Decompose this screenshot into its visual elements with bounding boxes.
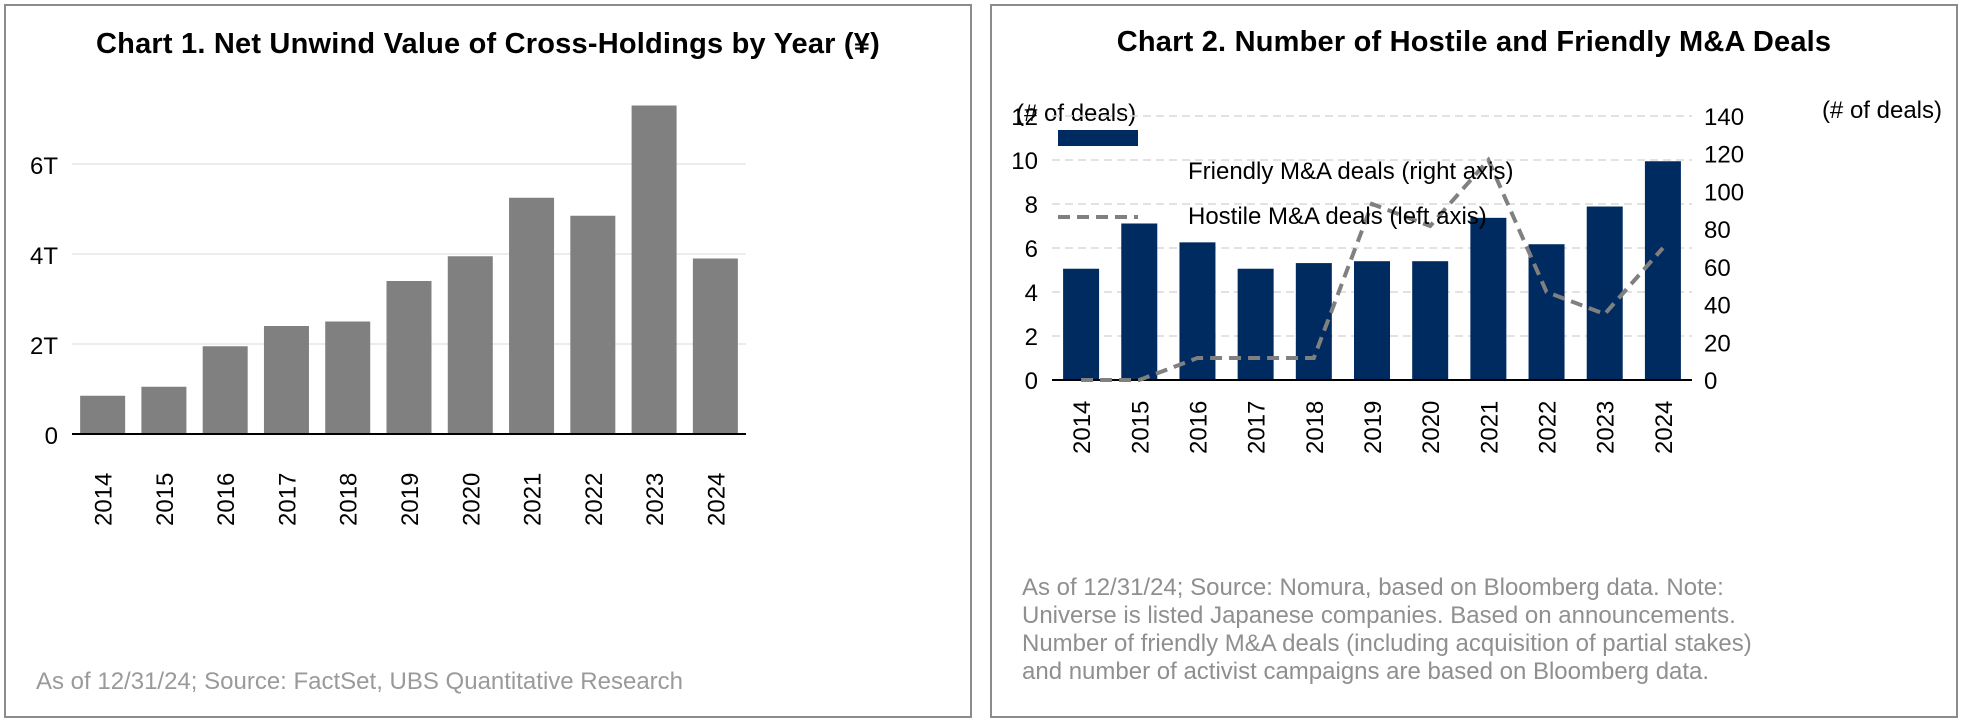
x-tick-label: 2017 — [274, 473, 301, 526]
bar — [1470, 217, 1507, 380]
left-y-tick-label: 0 — [1025, 368, 1038, 395]
x-tick-label: 2022 — [581, 473, 608, 526]
bar — [447, 256, 493, 434]
x-tick-label: 2017 — [1244, 401, 1271, 454]
chart-1-plot: 0 2T 4T 6T 2014 2015 2016 2017 2018 2019 2020 2021 2… — [30, 105, 746, 526]
y-tick-label: 6T — [30, 153, 58, 180]
bar — [263, 326, 309, 434]
left-y-tick-label: 2 — [1025, 324, 1038, 351]
right-y-tick-label: 80 — [1704, 217, 1731, 244]
legend-label-hostile: Hostile M&A deals (left axis) — [1188, 203, 1487, 230]
bar — [141, 386, 187, 434]
x-tick-label: 2016 — [1185, 401, 1212, 454]
chart-1-panel: Chart 1. Net Unwind Value of Cross-Holdi… — [4, 4, 972, 718]
bar — [1121, 223, 1158, 380]
left-y-tick-label: 6 — [1025, 236, 1038, 263]
right-y-tick-label: 0 — [1704, 368, 1717, 395]
x-tick-label: 2023 — [1593, 401, 1620, 454]
x-tick-label: 2021 — [1476, 401, 1503, 454]
bar — [325, 321, 371, 434]
source-line: Number of friendly M&A deals (including … — [1022, 630, 1752, 657]
chart-2-title: Chart 2. Number of Hostile and Friendly … — [1116, 26, 1832, 58]
left-y-tick-label: 8 — [1025, 192, 1038, 219]
source-line: As of 12/31/24; Source: Nomura, based on… — [1022, 574, 1724, 601]
x-tick-label: 2019 — [397, 473, 424, 526]
x-tick-label: 2020 — [458, 473, 485, 526]
chart-1-title: Chart 1. Net Unwind Value of Cross-Holdi… — [96, 28, 880, 60]
bar — [1354, 261, 1390, 380]
right-y-tick-label: 120 — [1704, 142, 1744, 169]
x-tick-label: 2024 — [1651, 401, 1678, 454]
bar — [202, 346, 248, 434]
bar — [1412, 261, 1449, 380]
x-tick-label: 2020 — [1418, 401, 1445, 454]
x-tick-label: 2022 — [1535, 401, 1562, 454]
right-axis-unit-label: (# of deals) — [1821, 97, 1942, 124]
x-tick-label: 2014 — [1069, 401, 1096, 454]
bar — [1237, 268, 1274, 380]
bar — [692, 258, 738, 434]
bar — [509, 197, 555, 434]
left-y-tick-label: 10 — [1011, 148, 1038, 175]
bar — [570, 215, 616, 434]
y-tick-label: 4T — [30, 243, 58, 270]
left-y-tick-label: 12 — [1011, 104, 1038, 131]
x-tick-label: 2021 — [520, 473, 547, 526]
right-y-tick-label: 140 — [1704, 104, 1744, 131]
x-tick-label: 2014 — [91, 473, 118, 526]
right-y-tick-label: 40 — [1704, 293, 1731, 320]
right-y-tick-label: 100 — [1704, 179, 1744, 206]
y-tick-label: 0 — [45, 423, 58, 450]
chart-2-panel: Chart 2. Number of Hostile and Friendly … — [990, 4, 1958, 718]
x-tick-label: 2024 — [703, 473, 730, 526]
bar — [1586, 206, 1623, 380]
x-tick-label: 2018 — [336, 473, 363, 526]
x-tick-label: 2015 — [1127, 401, 1154, 454]
x-tick-label: 2023 — [642, 473, 669, 526]
bar — [1063, 268, 1100, 380]
right-y-tick-label: 60 — [1704, 255, 1731, 282]
x-tick-label: 2019 — [1360, 401, 1387, 454]
chart-1-source: As of 12/31/24; Source: FactSet, UBS Qua… — [36, 668, 684, 695]
bar — [80, 395, 126, 434]
bar — [1644, 161, 1681, 380]
bar — [631, 105, 677, 434]
x-tick-label: 2018 — [1302, 401, 1329, 454]
hostile-line — [1081, 156, 1665, 382]
source-line: Universe is listed Japanese companies. B… — [1022, 602, 1736, 629]
left-y-tick-label: 4 — [1025, 280, 1038, 307]
right-y-tick-label: 20 — [1704, 330, 1731, 357]
legend-label-friendly: Friendly M&A deals (right axis) — [1188, 158, 1514, 185]
y-tick-label: 2T — [30, 333, 58, 360]
x-tick-label: 2015 — [152, 473, 179, 526]
source-line: and number of activist campaigns are bas… — [1022, 658, 1710, 685]
left-axis-unit-label: (# of deals) — [1016, 100, 1137, 127]
x-tick-label: 2016 — [213, 473, 240, 526]
bar — [386, 281, 432, 434]
legend-swatch-friendly — [1058, 130, 1138, 146]
chart-2-source: As of 12/31/24; Source: Nomura, based on… — [1022, 574, 1922, 686]
